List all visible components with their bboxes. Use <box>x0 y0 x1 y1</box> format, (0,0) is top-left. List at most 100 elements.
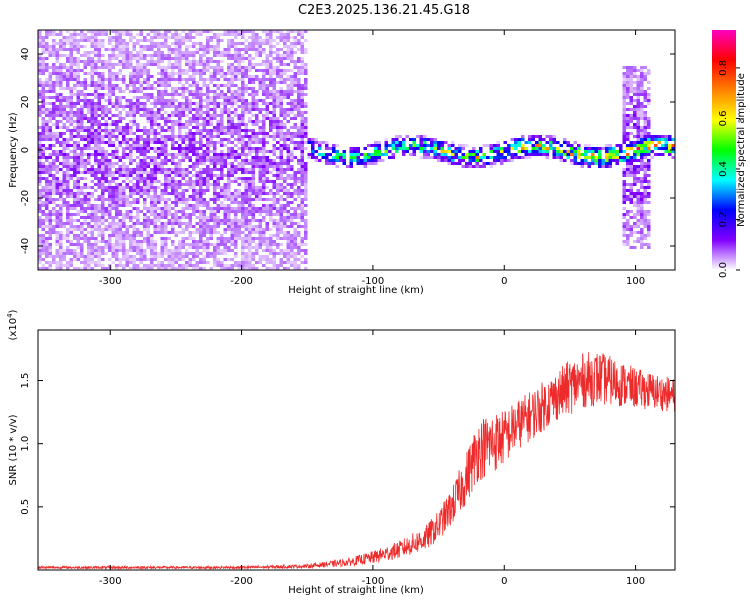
heatmap-cell <box>192 198 196 201</box>
heatmap-cell <box>87 147 91 150</box>
heatmap-cell <box>41 66 45 69</box>
heatmap-cell <box>94 45 98 48</box>
heatmap-cell <box>363 165 367 168</box>
heatmap-cell <box>598 159 602 162</box>
heatmap-cell <box>139 135 143 138</box>
heatmap-cell <box>178 111 182 114</box>
heatmap-cell <box>94 174 98 177</box>
heatmap-cell <box>143 144 147 147</box>
heatmap-cell <box>241 57 245 60</box>
heatmap-cell <box>55 114 59 117</box>
heatmap-cell <box>272 222 276 225</box>
heatmap-cell <box>328 159 332 162</box>
heatmap-cell <box>206 153 210 156</box>
heatmap-cell <box>97 249 101 252</box>
heatmap-cell <box>367 153 371 156</box>
heatmap-cell <box>76 168 80 171</box>
heatmap-cell <box>153 33 157 36</box>
heatmap-cell <box>94 246 98 249</box>
heatmap-cell <box>178 114 182 117</box>
heatmap-cell <box>83 207 87 210</box>
heatmap-cell <box>178 267 182 270</box>
heatmap-cell <box>262 264 266 267</box>
heatmap-cell <box>213 117 217 120</box>
heatmap-cell <box>153 213 157 216</box>
heatmap-cell <box>41 123 45 126</box>
heatmap-cell <box>160 69 164 72</box>
heatmap-cell <box>97 162 101 165</box>
heatmap-cell <box>339 159 343 162</box>
heatmap-cell <box>38 45 42 48</box>
heatmap-cell <box>465 162 469 165</box>
heatmap-cell <box>454 156 458 159</box>
heatmap-cell <box>160 252 164 255</box>
heatmap-cell <box>262 72 266 75</box>
heatmap-cell <box>286 102 290 105</box>
heatmap-cell <box>178 81 182 84</box>
heatmap-cell <box>104 48 108 51</box>
heatmap-cell <box>73 201 77 204</box>
heatmap-cell <box>83 102 87 105</box>
heatmap-cell <box>272 105 276 108</box>
heatmap-cell <box>104 153 108 156</box>
heatmap-cell <box>38 204 42 207</box>
heatmap-cell <box>164 258 168 261</box>
heatmap-cell <box>286 36 290 39</box>
heatmap-cell <box>90 216 94 219</box>
heatmap-cell <box>73 126 77 129</box>
heatmap-cell <box>195 162 199 165</box>
heatmap-cell <box>202 135 206 138</box>
heatmap-cell <box>451 150 455 153</box>
heatmap-cell <box>45 165 49 168</box>
heatmap-cell <box>241 36 245 39</box>
heatmap-cell <box>153 168 157 171</box>
heatmap-cell <box>118 102 122 105</box>
heatmap-cell <box>48 114 52 117</box>
heatmap-cell <box>150 159 154 162</box>
heatmap-cell <box>143 252 147 255</box>
heatmap-cell <box>108 243 112 246</box>
heatmap-cell <box>258 132 262 135</box>
heatmap-cell <box>174 156 178 159</box>
heatmap-cell <box>104 141 108 144</box>
heatmap-cell <box>125 153 129 156</box>
heatmap-cell <box>143 183 147 186</box>
heatmap-cell <box>76 63 80 66</box>
heatmap-cell <box>139 108 143 111</box>
heatmap-cell <box>160 261 164 264</box>
heatmap-cell <box>300 237 304 240</box>
heatmap-cell <box>45 249 49 252</box>
heatmap-cell <box>244 207 248 210</box>
heatmap-cell <box>206 78 210 81</box>
heatmap-cell <box>279 228 283 231</box>
heatmap-cell <box>269 33 273 36</box>
heatmap-cell <box>209 159 213 162</box>
heatmap-cell <box>213 207 217 210</box>
heatmap-cell <box>384 141 388 144</box>
heatmap-cell <box>87 63 91 66</box>
heatmap-cell <box>185 189 189 192</box>
heatmap-cell <box>304 189 308 192</box>
heatmap-cell <box>129 75 133 78</box>
heatmap-cell <box>174 234 178 237</box>
heatmap-cell <box>402 153 406 156</box>
heatmap-cell <box>223 93 227 96</box>
heatmap-cell <box>202 192 206 195</box>
heatmap-cell <box>262 39 266 42</box>
heatmap-cell <box>377 141 381 144</box>
heatmap-cell <box>227 117 231 120</box>
heatmap-cell <box>62 147 66 150</box>
heatmap-cell <box>244 66 248 69</box>
heatmap-cell <box>255 90 259 93</box>
heatmap-cell <box>251 216 255 219</box>
heatmap-cell <box>73 219 77 222</box>
heatmap-cell <box>272 30 276 33</box>
heatmap-cell <box>59 252 63 255</box>
heatmap-cell <box>101 264 105 267</box>
heatmap-cell <box>111 195 115 198</box>
heatmap-cell <box>447 144 451 147</box>
heatmap-cell <box>52 45 56 48</box>
heatmap-cell <box>80 90 84 93</box>
heatmap-cell <box>45 147 49 150</box>
heatmap-cell <box>122 39 126 42</box>
